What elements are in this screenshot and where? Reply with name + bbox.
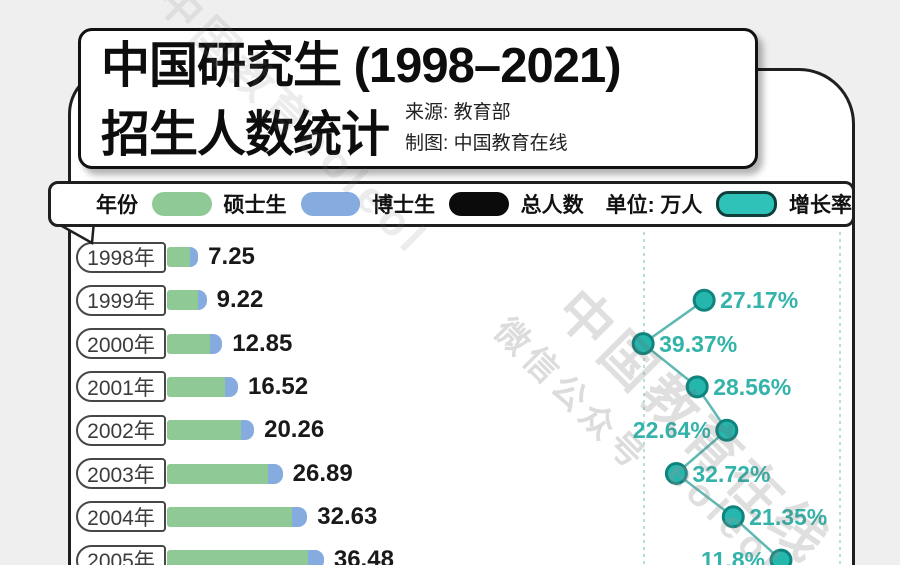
growth-dot-icon: [685, 375, 709, 399]
total-value-label: 12.85: [232, 329, 293, 357]
phd-bar-segment: [292, 506, 308, 527]
growth-value-label: 11.8%: [701, 547, 765, 565]
phd-bar-segment: [210, 333, 223, 354]
year-pill: 1998年: [76, 241, 166, 273]
year-pill: 2001年: [76, 371, 166, 403]
total-value-label: 20.26: [264, 416, 325, 444]
master-bar-segment: [167, 550, 308, 565]
growth-dot-icon: [769, 548, 793, 565]
total-bar: [167, 420, 255, 441]
total-value-label: 16.52: [248, 372, 309, 400]
growth-dot-icon: [692, 288, 716, 312]
growth-axis-gridline-right: [839, 232, 841, 565]
phd-legend-swatch-icon: [300, 192, 361, 216]
title-meta: 来源: 教育部 制图: 中国教育在线: [405, 97, 568, 160]
credit-text: 制图: 中国教育在线: [405, 133, 568, 155]
year-pill: 2002年: [76, 414, 166, 446]
year-pill: 2005年: [76, 544, 166, 565]
growth-value-label: 21.35%: [749, 503, 828, 530]
growth-value-label: 39.37%: [659, 330, 738, 357]
source-text: 来源: 教育部: [405, 101, 511, 123]
growth-dot-icon: [715, 418, 739, 442]
legend-phd-label: 博士生: [372, 194, 436, 217]
title-box: 中国研究生 (1998–2021) 招生人数统计 来源: 教育部 制图: 中国教…: [78, 28, 758, 169]
page-title-line2: 招生人数统计: [101, 107, 390, 162]
growth-value-label: 22.64%: [632, 417, 711, 444]
master-bar-segment: [167, 247, 191, 267]
phd-bar-segment: [225, 376, 239, 397]
master-legend-swatch-icon: [152, 192, 212, 216]
total-bar: [167, 333, 223, 354]
year-pill: 2003年: [76, 458, 166, 489]
total-bar: [167, 506, 308, 527]
legend-total-label: 总人数: [520, 194, 584, 217]
total-bar: [167, 550, 324, 565]
legend-master-label: 硕士生: [223, 194, 287, 217]
total-value-label: 32.63: [317, 502, 378, 530]
total-value-label: 7.25: [208, 243, 255, 270]
phd-bar-segment: [241, 420, 255, 441]
master-bar-segment: [167, 290, 198, 311]
growth-dot-icon: [664, 462, 688, 485]
legend-year-label: 年份: [96, 194, 138, 217]
legend-bar: 年份 硕士生 博士生 总人数 单位: 万人 增长率: [48, 181, 855, 227]
master-bar-segment: [167, 333, 211, 354]
page-title-line1: 中国研究生 (1998–2021): [101, 39, 622, 93]
year-pill: 2000年: [76, 328, 166, 360]
master-bar-segment: [167, 376, 226, 397]
growth-value-label: 27.17%: [720, 287, 799, 314]
total-value-label: 9.22: [216, 286, 264, 314]
total-bar: [167, 247, 199, 267]
total-bar: [167, 376, 239, 397]
year-pill: 2004年: [76, 501, 166, 533]
phd-bar-segment: [197, 290, 207, 311]
phd-bar-segment: [267, 463, 283, 484]
phd-bar-segment: [307, 550, 324, 565]
legend-unit-label: 单位: 万人: [605, 194, 703, 217]
total-value-label: 36.48: [333, 546, 394, 565]
growth-axis-gridline-left: [643, 232, 645, 565]
master-bar-segment: [167, 506, 293, 527]
growth-dot-icon: [631, 332, 655, 356]
growth-value-label: 28.56%: [713, 373, 792, 400]
growth-value-label: 32.72%: [692, 460, 771, 487]
master-bar-segment: [167, 463, 268, 484]
total-legend-swatch-icon: [449, 192, 509, 216]
total-value-label: 26.89: [292, 459, 353, 487]
phd-bar-segment: [190, 247, 199, 267]
year-pill: 1999年: [76, 284, 166, 316]
growth-legend-swatch-icon: [716, 191, 777, 217]
growth-dot-icon: [721, 505, 745, 529]
legend-growth-label: 增长率: [789, 194, 852, 217]
total-bar: [167, 290, 207, 311]
master-bar-segment: [167, 420, 242, 441]
total-bar: [167, 463, 283, 484]
